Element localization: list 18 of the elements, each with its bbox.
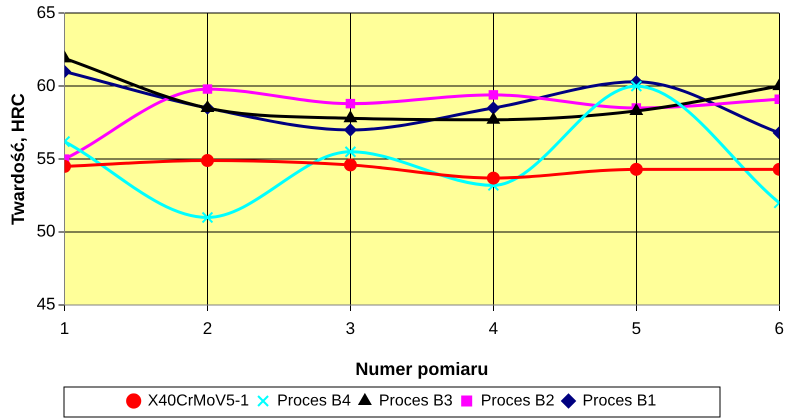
legend-label: Proces B4: [277, 392, 351, 410]
x-tick-label: 5: [632, 318, 642, 338]
y-tick-label: 60: [36, 76, 56, 95]
y-tick-label: 65: [36, 2, 56, 22]
x-tick-label: 1: [60, 318, 70, 338]
legend-label: X40CrMoV5-1: [148, 392, 250, 410]
x-tick-label: 6: [774, 318, 784, 338]
y-axis-title: Twardość, HRC: [8, 93, 28, 225]
y-tick-label: 45: [36, 294, 56, 314]
x-tick-label: 2: [202, 318, 212, 338]
x-tick-label: 4: [488, 318, 498, 338]
legend-label: Proces B1: [582, 392, 656, 410]
y-tick-label: 50: [36, 222, 56, 241]
y-tick-label: 55: [36, 148, 56, 168]
x-axis-title: Numer pomiaru: [355, 359, 488, 380]
legend-label: Proces B2: [480, 392, 555, 410]
x-tick-label: 3: [346, 318, 356, 338]
legend-label: Proces B3: [378, 392, 453, 410]
